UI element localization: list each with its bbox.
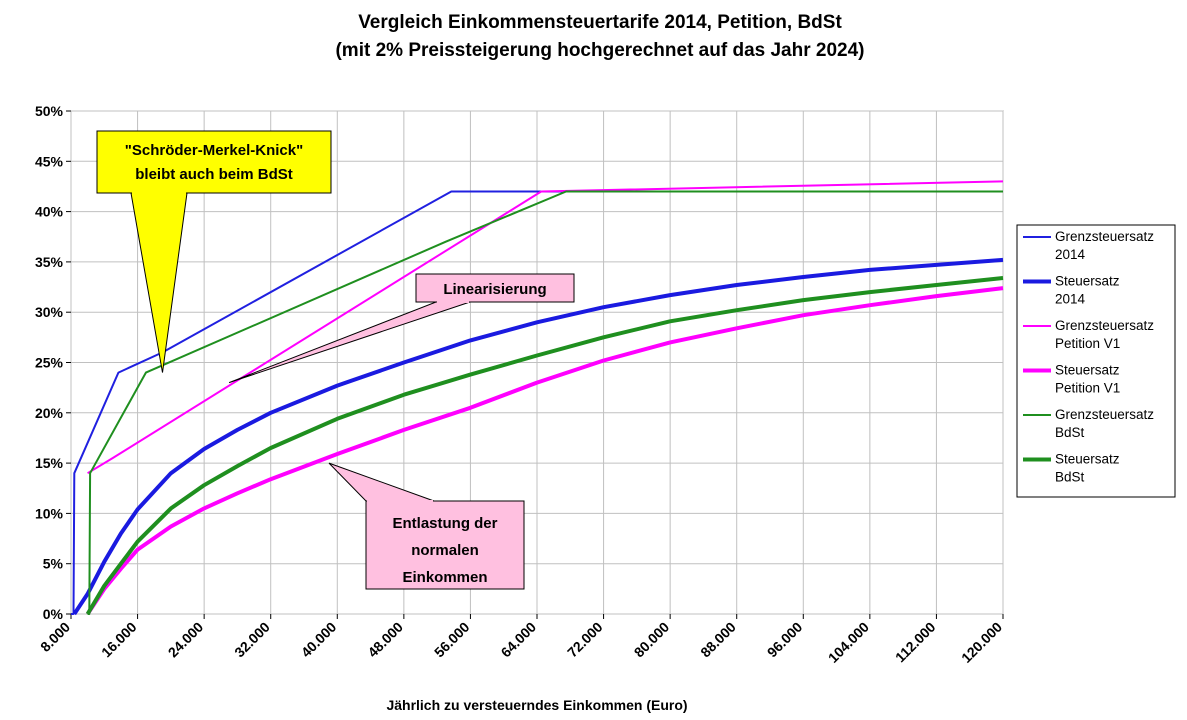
series-line-0 [71, 190, 1003, 615]
legend-label: Petition V1 [1055, 336, 1120, 351]
legend-label: Steuersatz [1055, 452, 1120, 467]
legend-box [1016, 224, 1176, 498]
y-tick-label: 45% [35, 153, 64, 169]
y-tick-label: 0% [43, 606, 64, 622]
annotation-text: normalen [411, 542, 479, 559]
series-lines [71, 180, 1004, 616]
x-tick-label: 120.000 [958, 619, 1005, 666]
legend-label: BdSt [1055, 425, 1085, 440]
x-tick-label: 40.000 [298, 619, 340, 661]
legend-label: Petition V1 [1055, 381, 1120, 396]
x-tick-label: 112.000 [892, 619, 939, 666]
x-tick-label: 24.000 [165, 619, 207, 661]
y-tick-label: 50% [35, 103, 64, 119]
legend-label: 2014 [1055, 292, 1086, 307]
y-tick-label: 30% [35, 304, 64, 320]
chart-subtitle: (mit 2% Preissteigerung hochgerechnet au… [335, 40, 864, 61]
x-tick-label: 64.000 [498, 619, 540, 661]
annotations: "Schröder-Merkel-Knick" bleibt auch beim … [96, 130, 575, 590]
series-line-5 [85, 276, 1004, 616]
y-tick-label: 20% [35, 405, 64, 421]
annotation-text: Linearisierung [443, 281, 546, 298]
y-tick-label: 35% [35, 254, 64, 270]
x-axis-label: Jährlich zu versteuerndes Einkommen (Eur… [386, 697, 687, 713]
y-tick-label: 5% [43, 556, 64, 572]
legend-label: Grenzsteuersatz [1055, 229, 1154, 244]
annotation-text: bleibt auch beim BdSt [135, 166, 293, 183]
y-tick-label: 10% [35, 505, 64, 521]
x-axis-ticks: 8.000 16.000 24.000 32.000 40.000 48.000 56.00… [37, 614, 1005, 666]
annotation-box [96, 130, 332, 194]
legend-label: Grenzsteuersatz [1055, 407, 1154, 422]
legend-label: Steuersatz [1055, 274, 1120, 289]
legend-label: BdSt [1055, 470, 1085, 485]
x-tick-label: 88.000 [697, 619, 739, 661]
x-tick-label: 80.000 [631, 619, 673, 661]
series-line-3 [85, 286, 1004, 616]
x-tick-label: 16.000 [98, 619, 140, 661]
legend-label: Steuersatz [1055, 363, 1120, 378]
annotation-text: Entlastung der [392, 515, 497, 532]
y-tick-label: 15% [35, 455, 64, 471]
series-line-2 [87, 180, 1004, 475]
x-tick-label: 48.000 [364, 619, 406, 661]
y-axis-ticks: 0% 5% 10% 15% 20% 25% 30% 35% 40% 45% 50% [35, 103, 71, 622]
x-tick-label: 8.000 [37, 619, 73, 655]
x-tick-label: 72.000 [564, 619, 606, 661]
annotation-box [415, 273, 575, 303]
x-tick-label: 32.000 [231, 619, 273, 661]
x-tick-label: 96.000 [764, 619, 806, 661]
annotation-text: "Schröder-Merkel-Knick" [125, 142, 303, 159]
legend-label: Grenzsteuersatz [1055, 318, 1154, 333]
chart-title: Vergleich Einkommensteuertarife 2014, Pe… [358, 12, 842, 33]
annotation-text: Einkommen [402, 569, 487, 586]
legend-label: 2014 [1055, 247, 1086, 262]
y-tick-label: 25% [35, 355, 64, 371]
series-line-1 [72, 257, 1004, 616]
y-tick-label: 40% [35, 204, 64, 220]
x-tick-label: 56.000 [431, 619, 473, 661]
annotation-box [365, 500, 525, 590]
x-tick-label: 104.000 [825, 619, 872, 666]
legend: Grenzsteuersatz 2014 Steuersatz 2014 Grenzst… [1016, 224, 1176, 498]
